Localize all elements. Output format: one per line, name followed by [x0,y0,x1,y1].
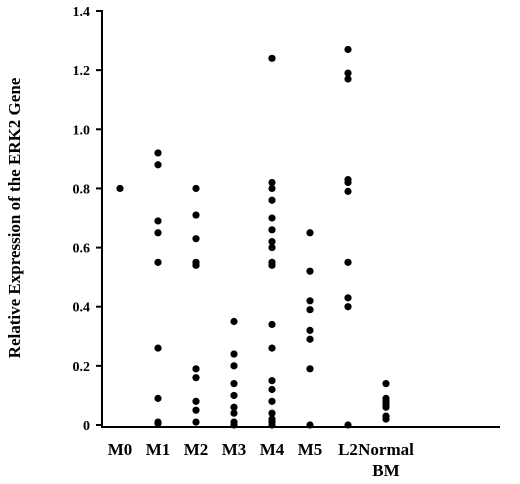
data-point [230,380,238,388]
data-point [268,226,276,234]
data-point [154,419,162,428]
data-point [192,211,200,219]
data-point [268,196,276,204]
x-tick-label: M3 [222,440,247,459]
x-tick-label: L2 [338,440,358,459]
x-tick-label: M4 [260,440,285,459]
data-point [192,365,200,373]
data-point [306,306,314,314]
data-point [268,377,276,385]
data-point [268,320,276,329]
data-point [306,335,314,343]
data-point [230,350,238,358]
data-point [268,409,276,417]
data-point [268,261,276,269]
data-point [116,184,124,193]
data-point [230,362,238,370]
data-point [382,403,390,411]
data-point [192,235,200,243]
data-point [154,149,162,157]
data-point [192,397,200,405]
data-point [344,187,352,195]
data-point [154,229,162,237]
data-point [268,397,276,405]
x-tick-labels: M0 M1 M2 M3 M4 M5 L2 Normal BM [108,440,414,480]
data-point [344,178,352,187]
y-axis-title: Relative Expression of the ERK2 Gene [5,77,24,358]
x-tick-label: Normal [358,440,414,459]
data-point [268,54,276,62]
data-point [306,326,314,334]
data-point [230,409,238,417]
data-point [344,69,352,77]
data-point [192,374,200,382]
data-point [382,415,390,423]
data-point [192,261,200,269]
data-point [268,214,276,222]
data-point [230,391,238,400]
data-point [230,403,238,411]
data-point [268,344,276,352]
data-point [344,258,352,266]
x-tick-label: M2 [184,440,209,459]
data-point [306,297,314,305]
data-point [154,394,162,402]
data-point [192,418,200,426]
x-tick-label: M0 [108,440,133,459]
x-tick-label: M1 [146,440,171,459]
data-point [154,258,162,266]
data-point [306,421,314,429]
data-point [382,380,390,388]
y-tick-label: 0.8 [73,182,91,197]
data-point [306,229,314,237]
data-point [344,75,352,83]
y-tick-label: 1.4 [73,5,91,20]
data-point [154,344,162,352]
y-tick-label: 0.4 [73,301,91,316]
data-point [306,365,314,373]
data-points [116,45,390,429]
y-tick-label: 1.0 [73,123,91,138]
data-point [344,303,352,311]
data-point [154,161,162,169]
data-point [306,267,314,275]
y-ticks: 0 0.2 0.4 0.6 0.8 1.0 1.2 1.4 [73,5,102,434]
data-point [268,421,276,429]
data-point [230,421,238,429]
data-point [268,243,276,252]
data-point [268,178,276,187]
y-tick-label: 0.2 [73,360,91,375]
data-point [192,406,200,414]
data-point [344,45,352,54]
data-point [230,317,238,326]
data-point [344,294,352,302]
data-point [268,184,276,193]
data-point [268,238,276,246]
data-point [154,217,162,225]
x-tick-label: M5 [298,440,323,459]
data-point [344,421,352,429]
y-tick-label: 1.2 [73,64,91,79]
y-tick-label: 0.6 [73,242,91,257]
y-tick-label: 0 [83,419,90,434]
data-point [192,184,200,193]
x-tick-label: BM [372,461,399,480]
data-point [268,385,276,394]
